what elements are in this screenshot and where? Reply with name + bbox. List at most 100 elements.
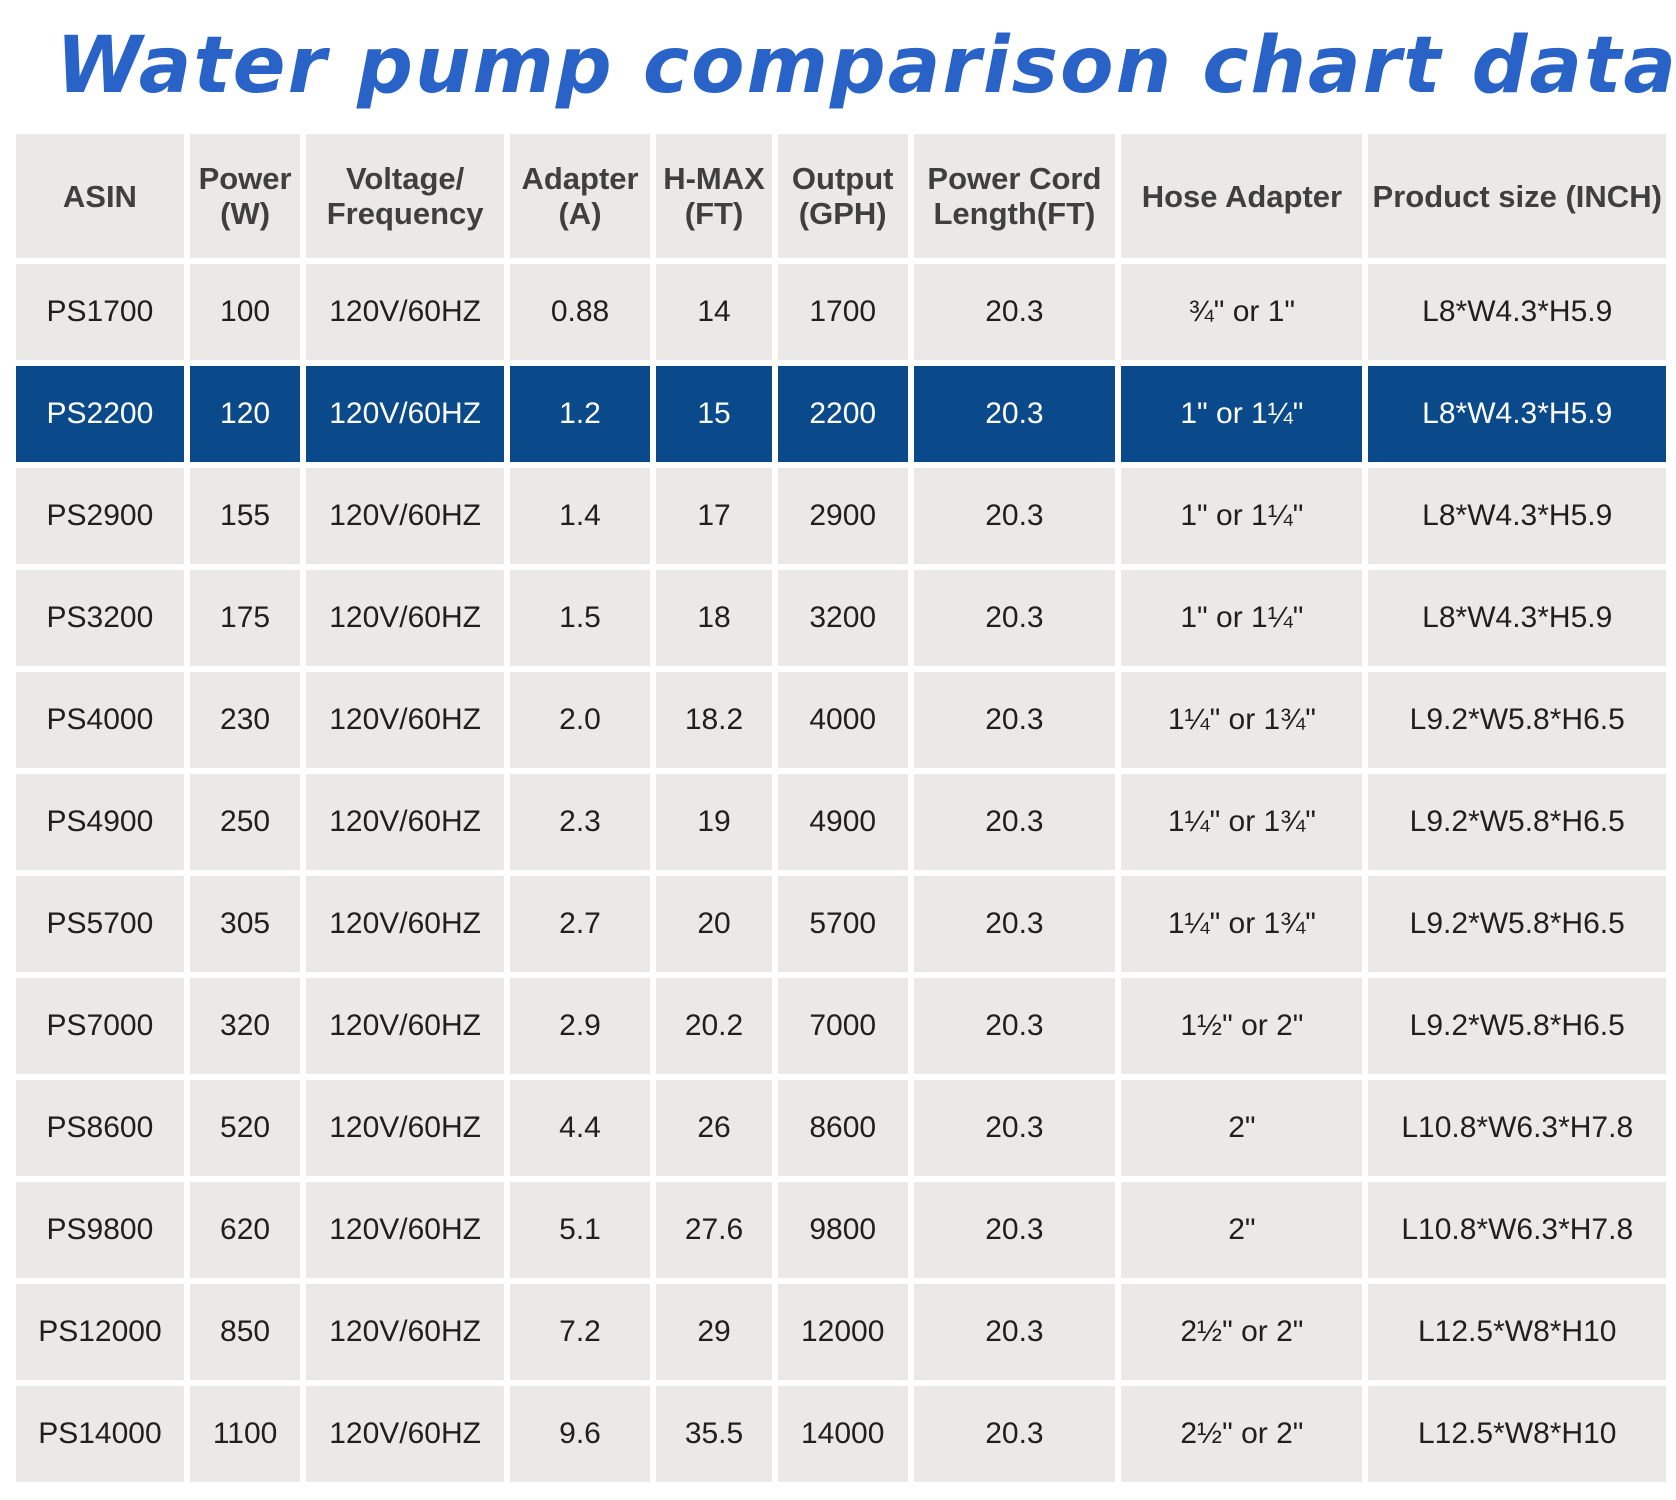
cell-adapter: 7.2 (509, 1284, 651, 1380)
cell-output: 1700 (777, 264, 908, 360)
cell-product-size: L8*W4.3*H5.9 (1368, 366, 1666, 462)
column-header-power: Power (W) (189, 134, 301, 258)
cell-hose-adapter: 1¼" or 1¾" (1121, 672, 1363, 768)
column-header-adapter: Adapter (A) (509, 134, 651, 258)
cell-product-size: L9.2*W5.8*H6.5 (1368, 876, 1666, 972)
cell-hose-adapter: 1¼" or 1¾" (1121, 774, 1363, 870)
cell-output: 2900 (777, 468, 908, 564)
cell-adapter: 2.7 (509, 876, 651, 972)
cell-voltage-frequency: 120V/60HZ (306, 366, 504, 462)
cell-power: 155 (189, 468, 301, 564)
cell-h-max: 17 (656, 468, 772, 564)
cell-adapter: 2.9 (509, 978, 651, 1074)
cell-voltage-frequency: 120V/60HZ (306, 672, 504, 768)
cell-hose-adapter: 1" or 1¼" (1121, 570, 1363, 666)
cell-power: 305 (189, 876, 301, 972)
cell-h-max: 27.6 (656, 1182, 772, 1278)
cell-power-cord-length: 20.3 (913, 1080, 1116, 1176)
cell-power-cord-length: 20.3 (913, 672, 1116, 768)
cell-voltage-frequency: 120V/60HZ (306, 1284, 504, 1380)
cell-hose-adapter: 2" (1121, 1080, 1363, 1176)
cell-hose-adapter: 1¼" or 1¾" (1121, 876, 1363, 972)
cell-h-max: 20.2 (656, 978, 772, 1074)
cell-output: 9800 (777, 1182, 908, 1278)
cell-voltage-frequency: 120V/60HZ (306, 774, 504, 870)
table-row: PS12000 850 120V/60HZ 7.2 29 12000 20.3 2½" or … (16, 1284, 1666, 1380)
cell-product-size: L10.8*W6.3*H7.8 (1368, 1182, 1666, 1278)
cell-adapter: 2.3 (509, 774, 651, 870)
cell-product-size: L12.5*W8*H10 (1368, 1284, 1666, 1380)
cell-power-cord-length: 20.3 (913, 978, 1116, 1074)
cell-hose-adapter: 1" or 1¼" (1121, 366, 1363, 462)
cell-asin: PS12000 (16, 1284, 184, 1380)
cell-voltage-frequency: 120V/60HZ (306, 978, 504, 1074)
pump-comparison-table: ASIN Power (W) Voltage/ Frequency Adapter (… (10, 128, 1672, 1488)
cell-product-size: L12.5*W8*H10 (1368, 1386, 1666, 1482)
cell-voltage-frequency: 120V/60HZ (306, 570, 504, 666)
column-header-product-size: Product size (INCH) (1368, 134, 1666, 258)
cell-adapter: 0.88 (509, 264, 651, 360)
table-row: PS9800 620 120V/60HZ 5.1 27.6 9800 20.3 2" L10.8… (16, 1182, 1666, 1278)
cell-product-size: L8*W4.3*H5.9 (1368, 468, 1666, 564)
cell-power: 850 (189, 1284, 301, 1380)
cell-hose-adapter: 1½" or 2" (1121, 978, 1363, 1074)
cell-power: 100 (189, 264, 301, 360)
cell-voltage-frequency: 120V/60HZ (306, 468, 504, 564)
cell-asin: PS2900 (16, 468, 184, 564)
table-row: PS5700 305 120V/60HZ 2.7 20 5700 20.3 1¼" or 1¾… (16, 876, 1666, 972)
cell-power: 250 (189, 774, 301, 870)
cell-adapter: 1.2 (509, 366, 651, 462)
cell-power-cord-length: 20.3 (913, 570, 1116, 666)
cell-output: 4900 (777, 774, 908, 870)
header-row: ASIN Power (W) Voltage/ Frequency Adapter (… (16, 134, 1666, 258)
cell-asin: PS8600 (16, 1080, 184, 1176)
cell-adapter: 4.4 (509, 1080, 651, 1176)
cell-product-size: L8*W4.3*H5.9 (1368, 264, 1666, 360)
cell-power-cord-length: 20.3 (913, 1182, 1116, 1278)
cell-adapter: 2.0 (509, 672, 651, 768)
cell-voltage-frequency: 120V/60HZ (306, 264, 504, 360)
table-row: PS2200 120 120V/60HZ 1.2 15 2200 20.3 1" or 1¼"… (16, 366, 1666, 462)
cell-power-cord-length: 20.3 (913, 1284, 1116, 1380)
cell-output: 3200 (777, 570, 908, 666)
cell-asin: PS2200 (16, 366, 184, 462)
cell-hose-adapter: 2½" or 2" (1121, 1284, 1363, 1380)
cell-asin: PS5700 (16, 876, 184, 972)
cell-power: 230 (189, 672, 301, 768)
cell-h-max: 14 (656, 264, 772, 360)
cell-power-cord-length: 20.3 (913, 366, 1116, 462)
cell-asin: PS9800 (16, 1182, 184, 1278)
cell-h-max: 20 (656, 876, 772, 972)
cell-product-size: L10.8*W6.3*H7.8 (1368, 1080, 1666, 1176)
cell-adapter: 5.1 (509, 1182, 651, 1278)
cell-h-max: 15 (656, 366, 772, 462)
cell-output: 4000 (777, 672, 908, 768)
cell-output: 7000 (777, 978, 908, 1074)
cell-asin: PS1700 (16, 264, 184, 360)
cell-output: 12000 (777, 1284, 908, 1380)
cell-asin: PS4000 (16, 672, 184, 768)
table-row: PS14000 1100 120V/60HZ 9.6 35.5 14000 20.3 2½" … (16, 1386, 1666, 1482)
table-row: PS4000 230 120V/60HZ 2.0 18.2 4000 20.3 1¼" or … (16, 672, 1666, 768)
cell-power-cord-length: 20.3 (913, 468, 1116, 564)
page-title: Water pump comparison chart data (56, 21, 1676, 111)
table-row: PS1700 100 120V/60HZ 0.88 14 1700 20.3 ¾" or 1"… (16, 264, 1666, 360)
table-row: PS4900 250 120V/60HZ 2.3 19 4900 20.3 1¼" or 1¾… (16, 774, 1666, 870)
cell-h-max: 29 (656, 1284, 772, 1380)
column-header-hose-adapter: Hose Adapter (1121, 134, 1363, 258)
cell-product-size: L8*W4.3*H5.9 (1368, 570, 1666, 666)
cell-hose-adapter: 2" (1121, 1182, 1363, 1278)
cell-voltage-frequency: 120V/60HZ (306, 1182, 504, 1278)
cell-asin: PS14000 (16, 1386, 184, 1482)
cell-output: 2200 (777, 366, 908, 462)
cell-power-cord-length: 20.3 (913, 876, 1116, 972)
column-header-output: Output (GPH) (777, 134, 908, 258)
cell-power: 120 (189, 366, 301, 462)
cell-power: 175 (189, 570, 301, 666)
column-header-asin: ASIN (16, 134, 184, 258)
cell-voltage-frequency: 120V/60HZ (306, 1080, 504, 1176)
table-row: PS8600 520 120V/60HZ 4.4 26 8600 20.3 2" L10.8*W… (16, 1080, 1666, 1176)
cell-h-max: 18 (656, 570, 772, 666)
table-row: PS7000 320 120V/60HZ 2.9 20.2 7000 20.3 1½" or … (16, 978, 1666, 1074)
cell-adapter: 9.6 (509, 1386, 651, 1482)
